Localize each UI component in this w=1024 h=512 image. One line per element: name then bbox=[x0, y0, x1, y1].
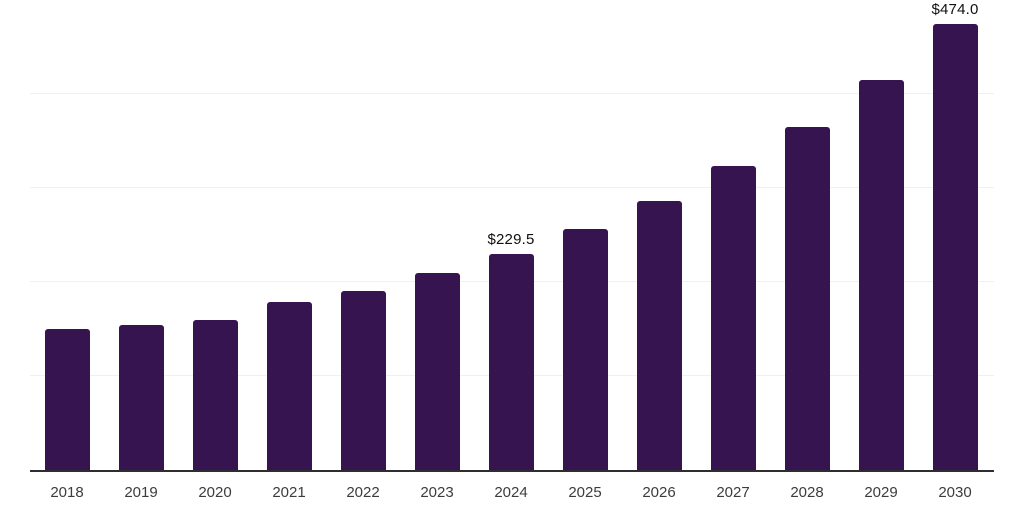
plot-area: $229.5 $474.0 bbox=[30, 0, 994, 472]
bar-2025 bbox=[562, 228, 608, 470]
x-tick-label-2027: 2027 bbox=[716, 484, 750, 501]
bar-2018 bbox=[44, 329, 90, 470]
x-tick-label-2030: 2030 bbox=[938, 484, 972, 501]
x-tick-label-2018: 2018 bbox=[50, 484, 84, 501]
bar-2029 bbox=[858, 79, 904, 470]
bar-2019 bbox=[118, 324, 164, 470]
x-tick-label-2025: 2025 bbox=[568, 484, 602, 501]
bar-2030 bbox=[932, 23, 978, 470]
x-tick-label-2019: 2019 bbox=[124, 484, 158, 501]
bar-2023 bbox=[414, 273, 460, 470]
bar-2024 bbox=[488, 254, 534, 470]
x-tick-label-2023: 2023 bbox=[420, 484, 454, 501]
bar-2022 bbox=[340, 290, 386, 470]
x-tick-label-2024: 2024 bbox=[494, 484, 528, 501]
bar-2027 bbox=[710, 166, 756, 470]
bar-2026 bbox=[636, 201, 682, 470]
gridline-400 bbox=[30, 92, 994, 94]
bar-2020 bbox=[192, 319, 238, 470]
bar-2021 bbox=[266, 302, 312, 470]
bar-value-label-2024: $229.5 bbox=[487, 231, 535, 248]
x-axis: 2018 2019 2020 2021 2022 2023 2024 2025 2026 2027… bbox=[30, 474, 994, 512]
gridline-300 bbox=[30, 186, 994, 188]
x-tick-label-2021: 2021 bbox=[272, 484, 306, 501]
bar-2028 bbox=[784, 127, 830, 470]
x-tick-label-2029: 2029 bbox=[864, 484, 898, 501]
x-tick-label-2028: 2028 bbox=[790, 484, 824, 501]
x-tick-label-2022: 2022 bbox=[346, 484, 380, 501]
x-tick-label-2026: 2026 bbox=[642, 484, 676, 501]
x-tick-label-2020: 2020 bbox=[198, 484, 232, 501]
bar-value-label-2030: $474.0 bbox=[931, 0, 979, 18]
